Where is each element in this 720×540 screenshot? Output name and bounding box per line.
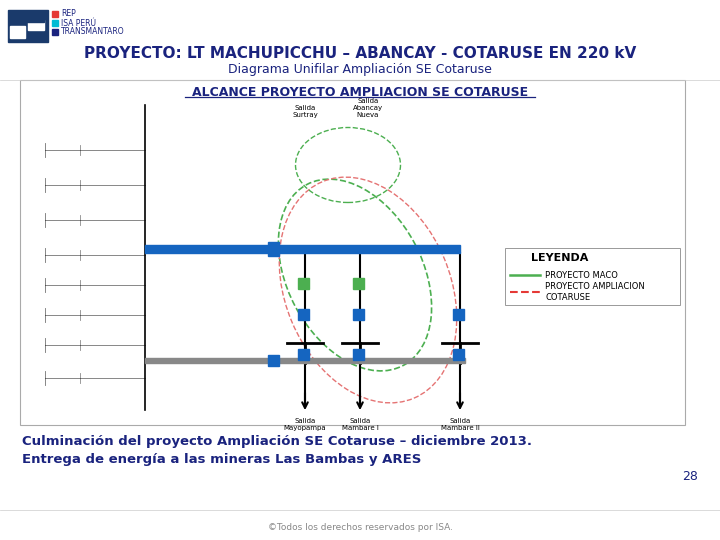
Bar [298,309,309,320]
Bar [52,20,58,26]
Bar [268,242,279,256]
Text: Salida
Mayopampa: Salida Mayopampa [284,418,326,431]
Bar [52,29,58,35]
Bar [28,20,44,30]
Text: Salida
Mambare I: Salida Mambare I [341,418,379,431]
Text: ©Todos los derechos reservados por ISA.: ©Todos los derechos reservados por ISA. [268,523,452,531]
Bar [353,349,364,360]
Text: TRANSMANTARO: TRANSMANTARO [61,28,125,37]
Text: Diagrama Unifilar Ampliación SE Cotaruse: Diagrama Unifilar Ampliación SE Cotaruse [228,64,492,77]
Text: ISA PERÚ: ISA PERÚ [61,18,96,28]
Bar [353,309,364,320]
Text: LEYENDA: LEYENDA [531,253,589,263]
Text: PROYECTO: LT MACHUPICCHU – ABANCAY - COTARUSE EN 220 kV: PROYECTO: LT MACHUPICCHU – ABANCAY - COT… [84,46,636,62]
Bar [453,349,464,360]
Bar [298,278,309,289]
Text: 28: 28 [682,470,698,483]
Bar [145,245,460,253]
Text: Entrega de energía a las mineras Las Bambas y ARES: Entrega de energía a las mineras Las Bam… [22,454,421,467]
Text: Culminación del proyecto Ampliación SE Cotaruse – diciembre 2013.: Culminación del proyecto Ampliación SE C… [22,435,532,448]
Bar [8,10,48,42]
Bar [505,248,680,305]
Bar [145,358,465,363]
Bar [10,26,25,38]
Bar [453,309,464,320]
Bar [20,80,685,425]
Text: Salida
Abancay
Nueva: Salida Abancay Nueva [353,98,383,118]
Text: PROYECTO AMPLIACION
COTARUSE: PROYECTO AMPLIACION COTARUSE [545,282,644,302]
Bar [10,14,44,22]
Text: REP: REP [61,10,76,18]
Bar [353,278,364,289]
Bar [52,11,58,17]
Bar [268,355,279,366]
Text: ALCANCE PROYECTO AMPLIACION SE COTARUSE: ALCANCE PROYECTO AMPLIACION SE COTARUSE [192,85,528,98]
Text: Salida
Mambare II: Salida Mambare II [441,418,480,431]
Text: PROYECTO MACO: PROYECTO MACO [545,271,618,280]
Bar [298,349,309,360]
Text: Salida
Surtray: Salida Surtray [292,105,318,118]
